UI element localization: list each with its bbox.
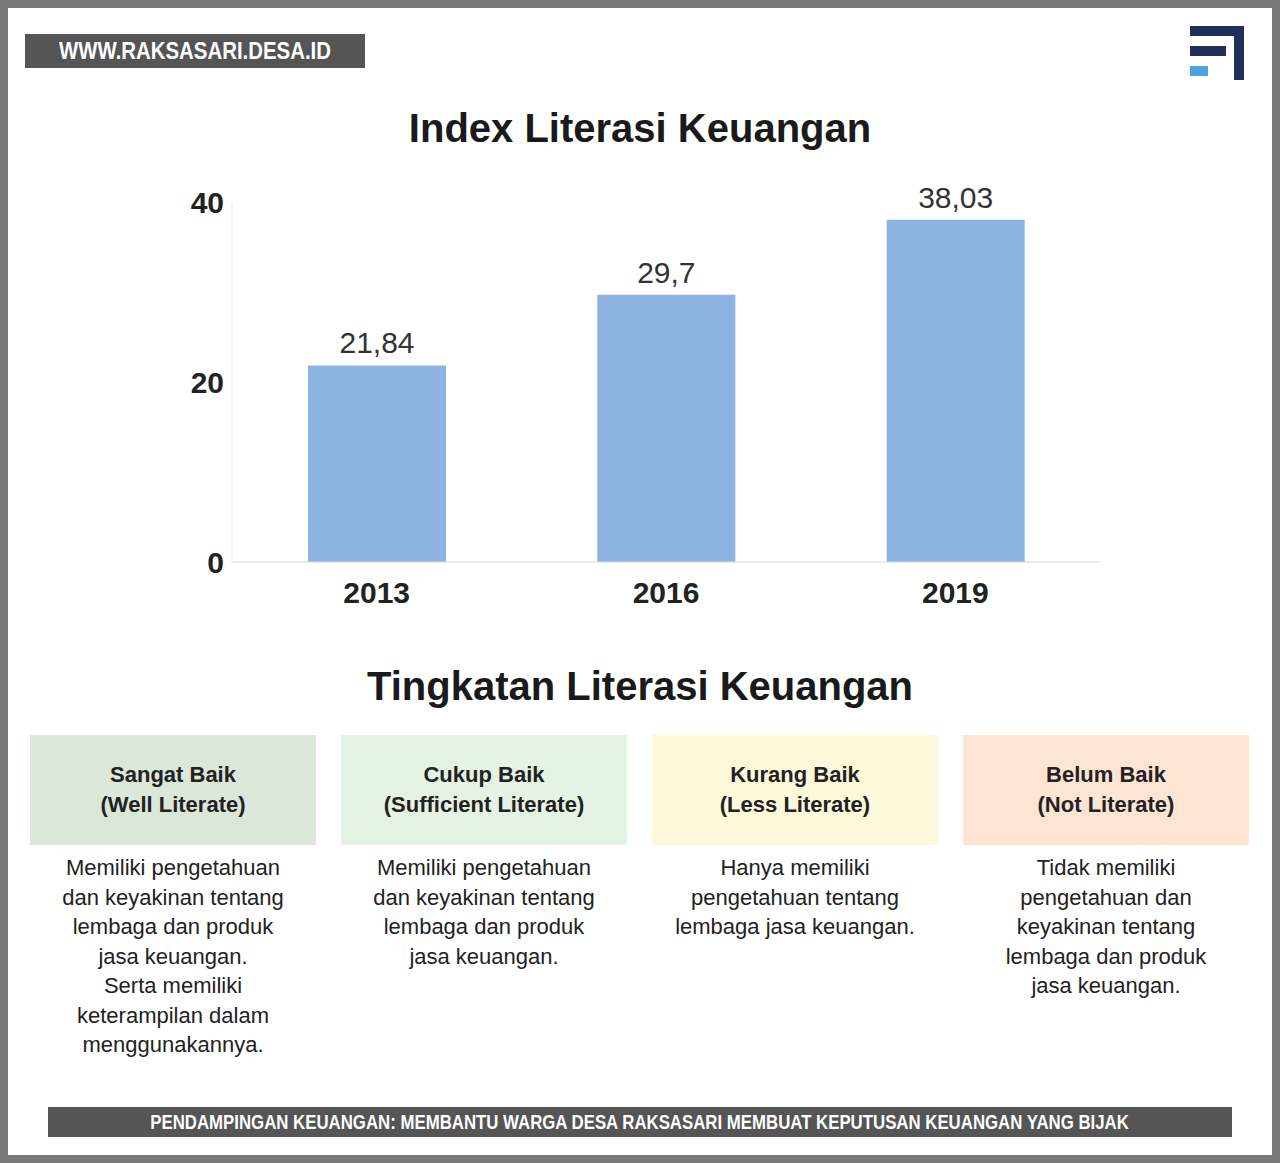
html-text:(Not Literate): (Not Literate)	[1037, 792, 1175, 817]
html-text:lembaga dan produk: lembaga dan produk	[72, 914, 274, 939]
html-text:Serta memiliki: Serta memiliki	[103, 973, 243, 998]
html-text:dan keyakinan tentang: dan keyakinan tentang	[373, 884, 595, 910]
svg-text:21,84: 21,84	[339, 326, 414, 359]
html-text:Tidak memiliki: Tidak memiliki	[1036, 855, 1176, 880]
svg-text:2013: 2013	[343, 576, 410, 609]
html-text:Memiliki pengetahuan: Memiliki pengetahuan	[66, 855, 280, 880]
html-text:lembaga jasa keuangan.: lembaga jasa keuangan.	[675, 914, 915, 939]
html-text:PENDAMPINGAN KEUANGAN: MEMBANT: PENDAMPINGAN KEUANGAN: MEMBANTU WARGA DE…	[150, 1110, 1130, 1133]
svg-text:40: 40	[191, 186, 224, 219]
html-text:keterampilan dalam: keterampilan dalam	[77, 1002, 269, 1028]
html-text:Cukup Baik: Cukup Baik	[423, 762, 545, 787]
svg-text:38,03: 38,03	[918, 181, 993, 214]
html-text:pengetahuan tentang: pengetahuan tentang	[691, 884, 899, 910]
html-text:dan keyakinan tentang: dan keyakinan tentang	[62, 884, 284, 910]
html-text:jasa keuangan.: jasa keuangan.	[98, 943, 248, 969]
svg-text:29,7: 29,7	[637, 256, 695, 289]
svg-text:2016: 2016	[633, 576, 700, 609]
html-text:Sangat Baik: Sangat Baik	[110, 762, 236, 787]
html-text:keyakinan tentang: keyakinan tentang	[1016, 914, 1196, 939]
html-text:jasa keuangan.: jasa keuangan.	[1031, 973, 1181, 998]
html-text:lembaga dan produk: lembaga dan produk	[383, 914, 585, 939]
html-text:Kurang Baik: Kurang Baik	[730, 762, 860, 787]
html-text:Belum Baik: Belum Baik	[1046, 762, 1166, 787]
html-text:(Well Literate): (Well Literate)	[100, 792, 246, 817]
svg-text:0: 0	[207, 546, 224, 579]
html-text:lembaga dan produk: lembaga dan produk	[1005, 943, 1207, 969]
html-text:Hanya memiliki: Hanya memiliki	[720, 855, 870, 880]
html-text:(Less Literate): (Less Literate)	[719, 792, 871, 817]
svg-text:2019: 2019	[922, 576, 989, 609]
html-text:Tingkatan Literasi Keuangan: Tingkatan Literasi Keuangan	[367, 664, 913, 708]
html-text:Index Literasi Keuangan: Index Literasi Keuangan	[408, 106, 872, 150]
html-text:Memiliki pengetahuan: Memiliki pengetahuan	[377, 855, 591, 880]
html-text:(Sufficient Literate): (Sufficient Literate)	[383, 792, 585, 817]
html-text:jasa keuangan.: jasa keuangan.	[409, 943, 559, 969]
html-text:WWW.RAKSASARI.DESA.ID: WWW.RAKSASARI.DESA.ID	[59, 37, 331, 64]
html-text:menggunakannya.: menggunakannya.	[82, 1032, 264, 1057]
svg-text:20: 20	[191, 366, 224, 399]
html-text:pengetahuan dan: pengetahuan dan	[1020, 884, 1192, 910]
